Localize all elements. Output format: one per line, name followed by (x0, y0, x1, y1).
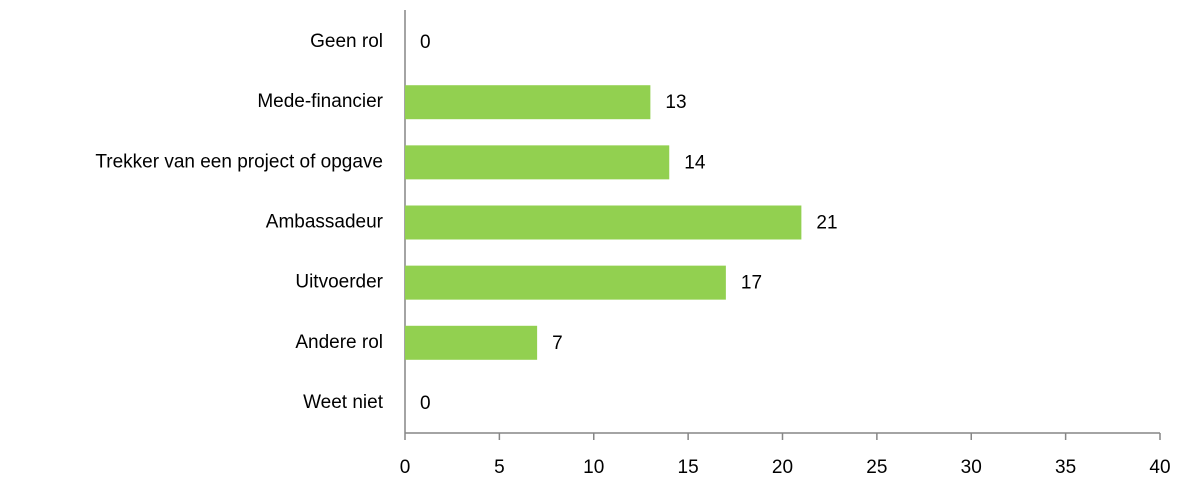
x-tick-label: 10 (583, 457, 604, 478)
x-tick-label: 0 (400, 457, 411, 478)
value-label: 0 (420, 32, 431, 53)
bar (405, 325, 538, 360)
y-tick-label: Andere rol (295, 332, 383, 353)
x-tick-label: 40 (1149, 457, 1170, 478)
bar (405, 85, 651, 120)
y-tick-label: Mede-financier (257, 91, 383, 112)
value-label: 13 (665, 92, 686, 113)
bar (405, 265, 726, 300)
y-tick-label: Weet niet (303, 392, 384, 413)
x-tick-label: 20 (772, 457, 793, 478)
value-label: 17 (741, 273, 762, 294)
value-label: 7 (552, 333, 563, 354)
bar (405, 205, 802, 240)
x-tick-label: 5 (494, 457, 505, 478)
value-label: 14 (684, 152, 706, 173)
x-tick-label: 30 (961, 457, 982, 478)
y-tick-label: Uitvoerder (295, 272, 383, 293)
y-tick-label: Trekker van een project of opgave (95, 151, 383, 172)
y-tick-label: Ambassadeur (266, 212, 384, 233)
bar (405, 145, 670, 180)
x-tick-label: 25 (866, 457, 887, 478)
x-tick-label: 35 (1055, 457, 1076, 478)
value-label: 0 (420, 393, 431, 414)
x-tick-label: 15 (678, 457, 699, 478)
value-label: 21 (816, 213, 837, 234)
y-tick-label: Geen rol (310, 31, 383, 52)
